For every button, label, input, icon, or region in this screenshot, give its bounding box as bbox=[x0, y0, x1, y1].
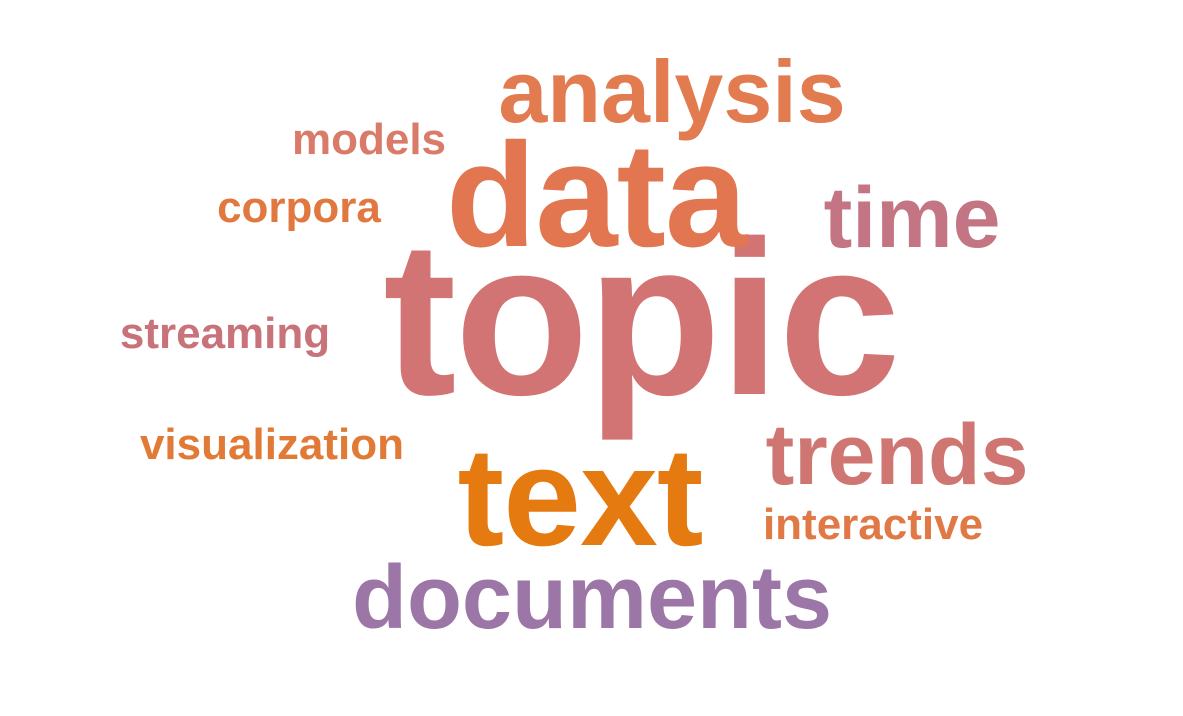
word-text: text bbox=[457, 418, 704, 575]
word-time: time bbox=[823, 170, 1001, 266]
word-models: models bbox=[291, 115, 447, 164]
word-visualization: visualization bbox=[139, 420, 405, 469]
word-topic: topic bbox=[383, 195, 901, 441]
word-corpora: corpora bbox=[217, 183, 381, 232]
word-analysis: analysis bbox=[498, 42, 846, 141]
word-data: data bbox=[445, 113, 747, 278]
word-streaming: streaming bbox=[119, 309, 331, 358]
word-trends: trends bbox=[765, 407, 1029, 503]
word-interactive: interactive bbox=[762, 500, 984, 549]
word-documents: documents bbox=[351, 548, 833, 648]
